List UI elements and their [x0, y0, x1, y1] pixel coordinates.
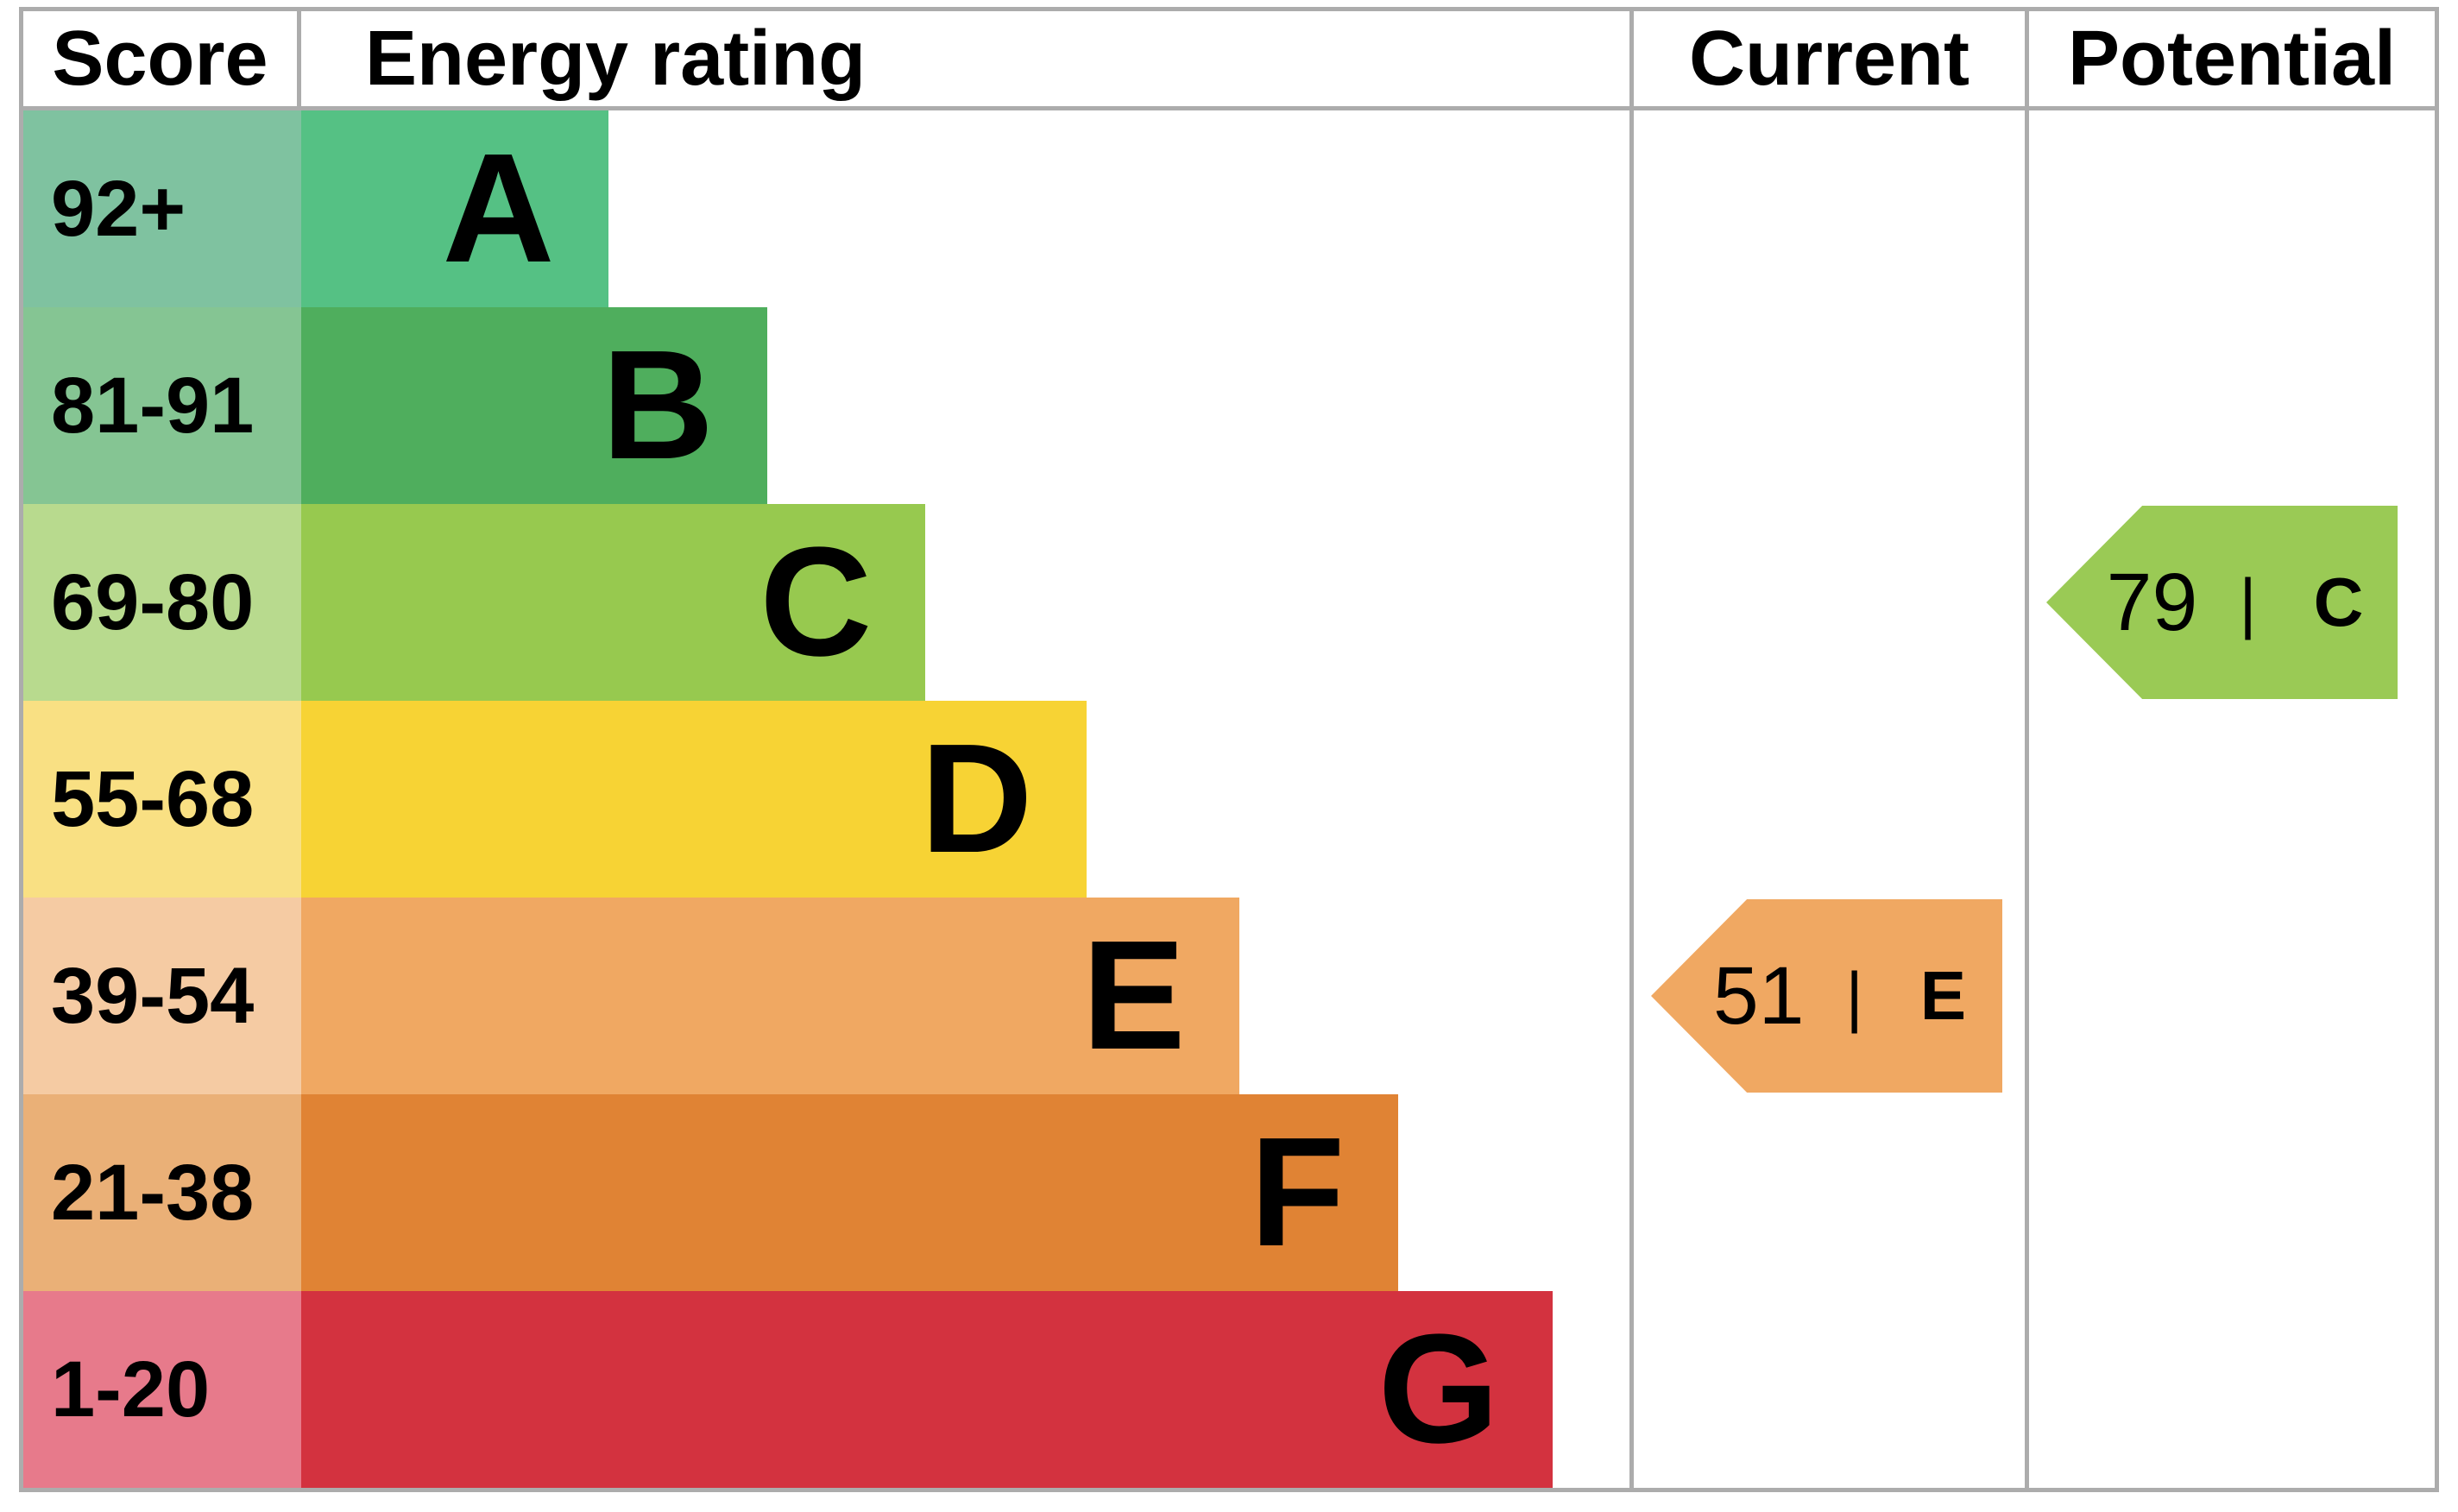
band-letter: G	[1377, 1302, 1499, 1476]
band-letter: E	[1081, 909, 1186, 1082]
rating-bar: F	[301, 1094, 1399, 1291]
potential-band-letter: C	[2313, 564, 2364, 640]
band-letter: F	[1250, 1106, 1346, 1279]
potential-cell	[2025, 701, 2435, 898]
rating-cell: F	[301, 1094, 1629, 1291]
header-current: Current	[1629, 11, 2025, 110]
score-range-label: 55-68	[51, 755, 255, 843]
potential-cell: 79 | C	[2025, 504, 2435, 701]
current-cell	[1629, 1094, 2025, 1291]
epc-rating-table: Score Energy rating Current Potential 92…	[19, 7, 2439, 1492]
band-letter: A	[442, 122, 555, 295]
rating-cell: B	[301, 307, 1629, 504]
score-range-label: 81-91	[51, 362, 255, 450]
score-cell: 21-38	[23, 1094, 301, 1291]
score-cell: 81-91	[23, 307, 301, 504]
score-cell: 69-80	[23, 504, 301, 701]
potential-cell	[2025, 1094, 2435, 1291]
current-cell	[1629, 307, 2025, 504]
potential-cell	[2025, 898, 2435, 1094]
score-cell: 1-20	[23, 1291, 301, 1488]
current-rating-arrow: 51 | E	[1651, 899, 2002, 1093]
header-current-label: Current	[1688, 16, 1970, 102]
rating-cell: C	[301, 504, 1629, 701]
score-range-label: 92+	[51, 165, 186, 253]
potential-score-value: 79	[2106, 556, 2198, 648]
rating-cell: G	[301, 1291, 1629, 1488]
rating-bar: G	[301, 1291, 1553, 1488]
band-letter: B	[602, 318, 715, 492]
current-band-letter: E	[1919, 957, 1967, 1034]
band-letter: C	[759, 515, 873, 689]
score-cell: 92+	[23, 110, 301, 307]
score-range-label: 69-80	[51, 558, 255, 646]
header-energy-rating-label: Energy rating	[365, 16, 867, 102]
band-letter: D	[920, 712, 1033, 885]
rating-bar: E	[301, 898, 1239, 1094]
separator: |	[2239, 564, 2257, 640]
score-cell: 39-54	[23, 898, 301, 1094]
header-potential: Potential	[2025, 11, 2435, 110]
rating-cell: D	[301, 701, 1629, 898]
separator: |	[1845, 958, 1863, 1034]
rating-cell: E	[301, 898, 1629, 1094]
rating-bar: D	[301, 701, 1087, 898]
score-range-label: 21-38	[51, 1149, 255, 1237]
header-score: Score	[23, 11, 301, 110]
potential-cell	[2025, 307, 2435, 504]
current-cell	[1629, 110, 2025, 307]
potential-cell	[2025, 110, 2435, 307]
rating-bar: B	[301, 307, 768, 504]
potential-cell	[2025, 1291, 2435, 1488]
current-cell: 51 | E	[1629, 898, 2025, 1094]
score-range-label: 1-20	[51, 1345, 211, 1433]
current-cell	[1629, 504, 2025, 701]
header-potential-label: Potential	[2067, 16, 2397, 102]
current-cell	[1629, 701, 2025, 898]
current-cell	[1629, 1291, 2025, 1488]
header-energy-rating: Energy rating	[301, 11, 1629, 110]
current-score-value: 51	[1712, 949, 1805, 1042]
rating-bar: A	[301, 110, 608, 307]
potential-rating-arrow: 79 | C	[2046, 506, 2398, 699]
header-score-label: Score	[52, 16, 268, 102]
rating-cell: A	[301, 110, 1629, 307]
score-range-label: 39-54	[51, 952, 255, 1040]
rating-bar: C	[301, 504, 926, 701]
score-cell: 55-68	[23, 701, 301, 898]
